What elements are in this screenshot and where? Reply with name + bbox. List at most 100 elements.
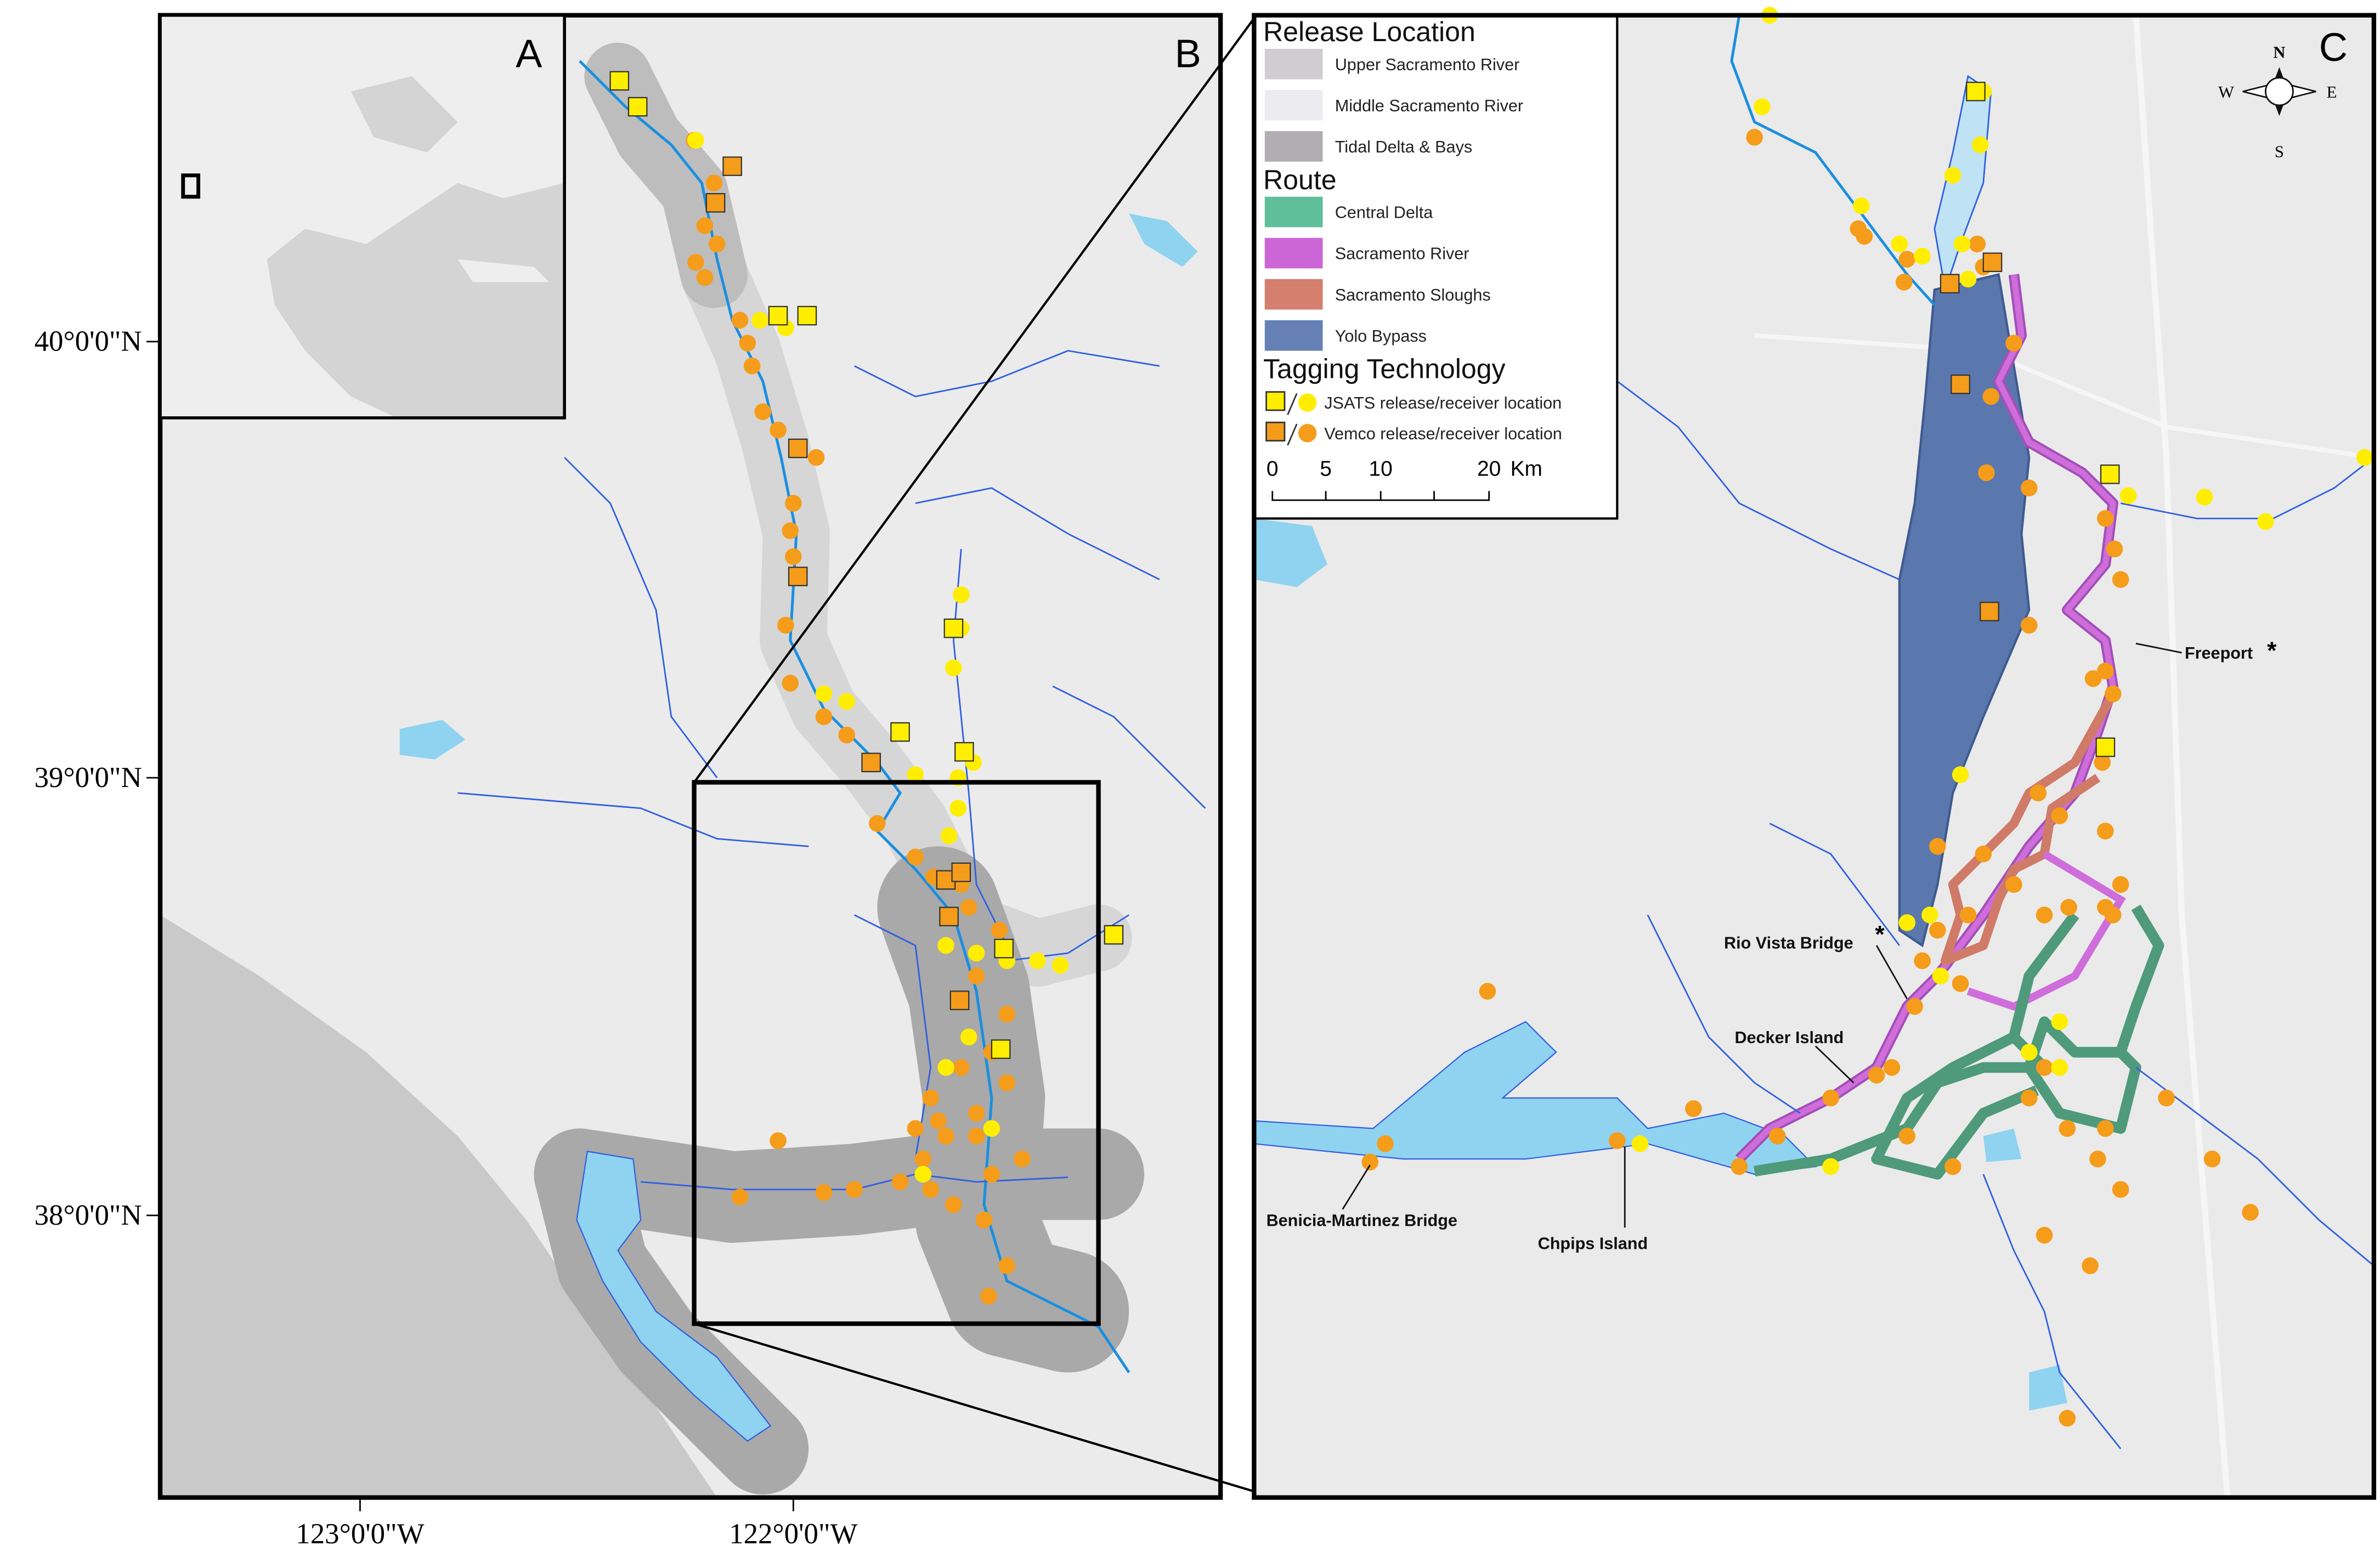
receiver-site bbox=[846, 1181, 863, 1198]
receiver-site bbox=[2203, 1150, 2221, 1168]
release-site bbox=[788, 567, 808, 586]
receiver-site bbox=[1898, 1128, 1916, 1145]
receiver-site bbox=[743, 358, 761, 375]
leader bbox=[1342, 1164, 1371, 1210]
receiver-site bbox=[960, 1028, 977, 1046]
receiver-site bbox=[2257, 513, 2274, 530]
release-site bbox=[2100, 464, 2120, 484]
receiver-site bbox=[968, 967, 985, 984]
receiver-site bbox=[2356, 449, 2373, 466]
release-site bbox=[788, 438, 808, 458]
receiver-site bbox=[2020, 616, 2038, 634]
legend-slash bbox=[1287, 393, 1298, 415]
receiver-site bbox=[2094, 754, 2111, 771]
receiver-site bbox=[1898, 914, 1916, 931]
receiver-site bbox=[1959, 907, 1977, 924]
receiver-site bbox=[1052, 956, 1069, 974]
receiver-site bbox=[1361, 1153, 1379, 1171]
receiver-site bbox=[1891, 235, 1908, 253]
receiver-site bbox=[869, 815, 886, 832]
receiver-site bbox=[922, 1089, 939, 1107]
legend-item: Central Delta bbox=[1335, 203, 1433, 222]
receiver-site bbox=[687, 253, 704, 271]
receiver-site bbox=[940, 827, 958, 845]
receiver-site bbox=[945, 659, 962, 677]
receiver-site bbox=[739, 335, 756, 352]
receiver-site bbox=[975, 1211, 993, 1228]
receiver-site bbox=[1932, 967, 1949, 984]
receiver-site bbox=[815, 708, 833, 726]
receiver-site bbox=[807, 449, 825, 466]
receiver-site bbox=[1952, 766, 1969, 783]
release-site bbox=[2095, 737, 2116, 757]
panel-letter: C bbox=[2319, 26, 2348, 70]
note-mark: * bbox=[2267, 637, 2277, 664]
legend-swatch bbox=[1264, 320, 1323, 351]
lon-label: 122°0'0"W bbox=[729, 1518, 857, 1550]
receiver-site bbox=[770, 1132, 787, 1150]
river bbox=[1769, 823, 1900, 946]
receiver-site bbox=[1921, 907, 1938, 924]
receiver-site bbox=[785, 495, 802, 512]
receiver-site bbox=[1898, 251, 1916, 268]
connector bbox=[693, 18, 1256, 783]
release-site bbox=[627, 97, 648, 117]
receiver-site bbox=[930, 1112, 947, 1130]
legend-swatch bbox=[1264, 131, 1323, 162]
place-label: Decker Island bbox=[1734, 1028, 1844, 1047]
inset-island bbox=[457, 259, 550, 282]
release-site bbox=[954, 742, 974, 762]
receiver-site bbox=[2020, 479, 2038, 497]
release-site bbox=[1940, 274, 1960, 293]
receiver-site bbox=[2084, 670, 2102, 687]
bay-buffer bbox=[534, 1128, 1145, 1243]
river bbox=[2135, 1067, 2375, 1266]
legend: Release Location Upper Sacramento River … bbox=[1253, 14, 1619, 520]
receiver-site bbox=[968, 1128, 985, 1145]
compass-s: S bbox=[2275, 142, 2284, 161]
receiver-site bbox=[1914, 247, 1931, 265]
inset-frame bbox=[159, 14, 566, 420]
compass-w: W bbox=[2218, 83, 2234, 101]
receiver-site bbox=[785, 548, 802, 565]
receiver-site bbox=[2051, 1059, 2068, 1076]
receiver-site bbox=[1959, 270, 1977, 288]
receiver-site bbox=[2060, 899, 2077, 916]
receiver-site bbox=[731, 312, 749, 329]
receiver-site bbox=[891, 1173, 909, 1191]
bay-water bbox=[576, 1151, 772, 1442]
release-site bbox=[939, 907, 959, 926]
ocean bbox=[160, 915, 717, 1498]
receiver-site bbox=[2051, 1013, 2068, 1031]
legend-swatch bbox=[1264, 48, 1323, 80]
panel-c: Freeport * Rio Vista Bridge * Decker Isl… bbox=[1252, 7, 2377, 1500]
compass-e: E bbox=[2327, 83, 2337, 101]
receiver-site bbox=[2020, 1089, 2038, 1107]
receiver-site bbox=[1769, 1128, 1786, 1145]
scale-label: 0 bbox=[1267, 457, 1279, 481]
scale-label: 20 bbox=[1477, 457, 1501, 481]
receiver-site bbox=[960, 899, 977, 916]
receiver-site bbox=[1014, 1150, 1031, 1168]
route-central-delta bbox=[1871, 1032, 2039, 1180]
scale-label: 5 bbox=[1320, 457, 1332, 481]
receiver-site bbox=[949, 800, 967, 817]
receiver-site bbox=[907, 848, 924, 865]
leader bbox=[1814, 1045, 1855, 1084]
scale-unit: Km bbox=[1511, 457, 1542, 481]
receiver-site bbox=[2051, 807, 2068, 824]
receiver-site bbox=[914, 1165, 932, 1183]
receiver-site bbox=[815, 685, 833, 703]
river bbox=[853, 914, 932, 1159]
receiver-site bbox=[2036, 1226, 2053, 1244]
legend-item: Vemco release/receiver location bbox=[1324, 424, 1562, 443]
note-mark: * bbox=[1875, 921, 1885, 948]
road bbox=[2133, 15, 2231, 1498]
receiver-site bbox=[922, 1181, 939, 1198]
receiver-site bbox=[2104, 685, 2122, 703]
receiver-site bbox=[2059, 1409, 2076, 1427]
release-site bbox=[861, 752, 881, 773]
receiver-site bbox=[1929, 837, 1946, 855]
legend-item: Tidal Delta & Bays bbox=[1335, 138, 1472, 156]
